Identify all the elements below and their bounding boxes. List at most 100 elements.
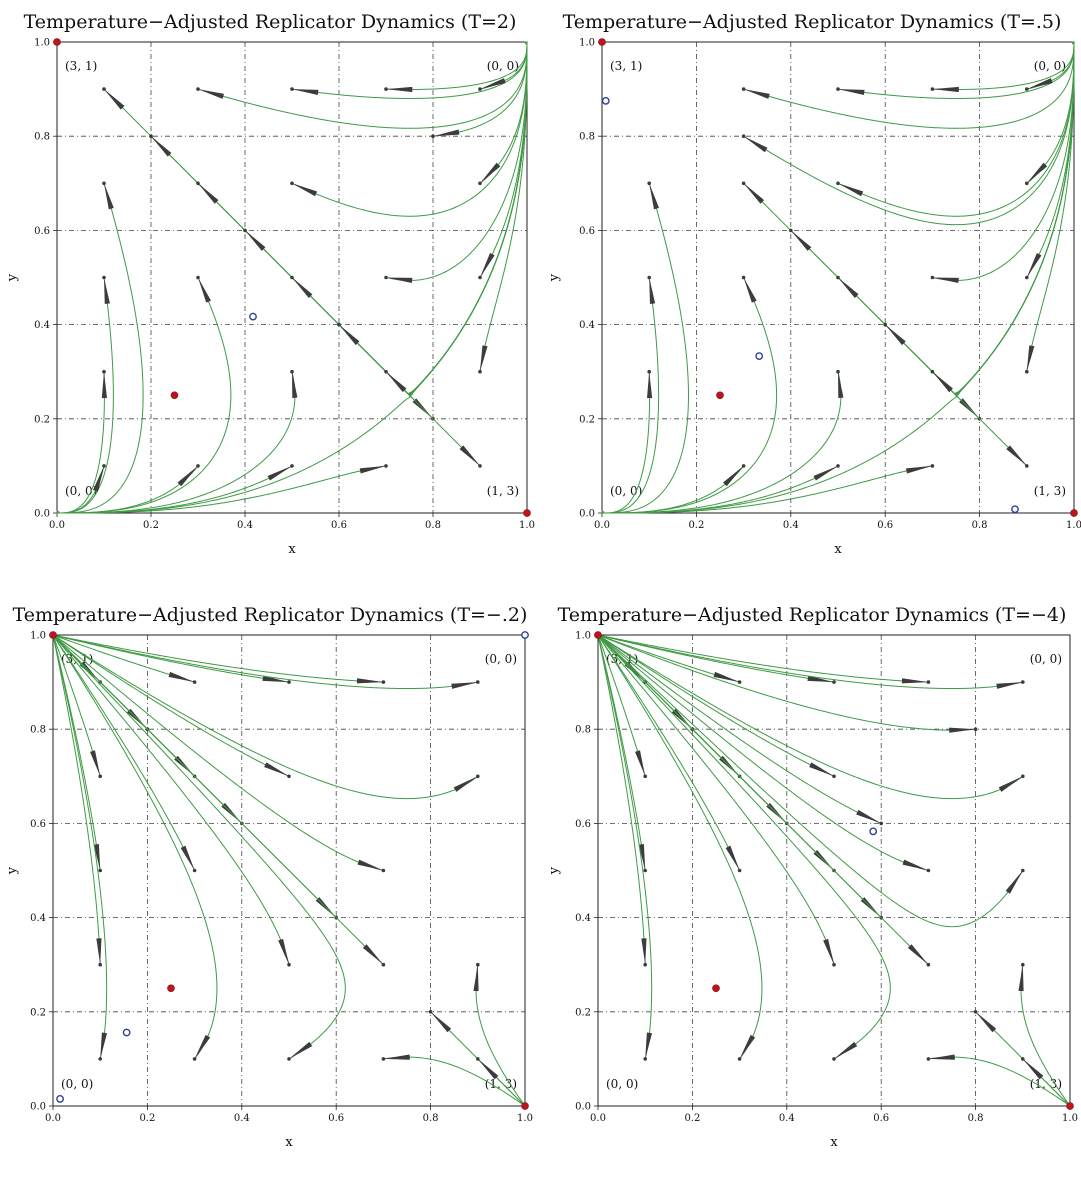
start-point	[737, 1057, 742, 1061]
start-point	[741, 87, 746, 91]
trajectory-line	[597, 634, 976, 731]
start-point	[381, 868, 386, 873]
start-point	[290, 181, 294, 186]
x-tick-label: 0.6	[873, 1113, 889, 1124]
start-point	[737, 680, 742, 684]
stable-equilibrium	[49, 631, 57, 639]
payoff-label-top-right: (0, 0)	[1030, 652, 1062, 666]
trajectory-line	[837, 41, 1075, 100]
trajectory-line	[743, 41, 1075, 397]
start-point	[476, 962, 480, 967]
flow-arrow	[838, 371, 844, 399]
flow-arrow	[641, 938, 647, 965]
start-point	[102, 275, 106, 280]
start-point	[243, 228, 247, 233]
trajectory-line	[56, 465, 387, 514]
x-tick-label: 1.0	[1062, 1113, 1078, 1124]
trajectory-line	[597, 634, 1023, 690]
x-tick-label: 1.0	[517, 1113, 533, 1124]
flow-arrow	[996, 682, 1023, 689]
flow-arrow	[101, 371, 107, 399]
flow-arrow	[104, 89, 125, 110]
start-point	[431, 134, 435, 138]
trajectory-line	[597, 634, 653, 1060]
start-point	[1021, 1057, 1025, 1061]
chart-title: Temperature−Adjusted Replicator Dynamics…	[24, 11, 517, 33]
trajectory-line	[52, 634, 218, 1060]
payoff-label-top-left: (3, 1)	[65, 59, 97, 73]
flow-arrow	[433, 129, 460, 137]
flow-arrow	[292, 183, 318, 197]
trajectory-line	[56, 465, 293, 514]
flow-arrow	[198, 277, 211, 303]
stable-equilibrium	[1066, 1102, 1074, 1110]
trajectory-line	[597, 634, 1024, 800]
unstable-equilibrium	[122, 1028, 131, 1037]
flow-arrow	[359, 465, 386, 474]
flow-arrow	[430, 1011, 452, 1033]
y-tick-label: 1.0	[34, 38, 50, 49]
start-point	[643, 1057, 647, 1061]
start-point	[737, 868, 742, 873]
x-tick-label: 0.2	[143, 520, 159, 531]
start-point	[647, 275, 651, 280]
start-point	[381, 680, 386, 684]
flow-arrow	[362, 944, 384, 965]
plot-frame	[56, 41, 528, 514]
flow-arrow	[473, 964, 479, 992]
stable-equilibrium	[598, 38, 606, 46]
flow-arrow	[739, 1034, 756, 1059]
flow-arrow	[928, 1054, 955, 1060]
unstable-equilibrium	[56, 1095, 64, 1103]
flow-arrow	[646, 371, 653, 399]
y-tick-label: 0.8	[575, 725, 591, 736]
start-point	[478, 181, 482, 186]
y-tick-label: 0.2	[34, 414, 50, 425]
y-tick-label: 0.0	[30, 1102, 46, 1113]
start-point	[149, 134, 153, 138]
flow-arrow	[356, 678, 384, 684]
start-point	[478, 87, 482, 91]
start-point	[930, 87, 935, 91]
flow-arrow	[1006, 445, 1027, 466]
start-point	[476, 1057, 480, 1061]
flow-arrow	[292, 371, 298, 399]
y-tick-label: 1.0	[30, 631, 46, 642]
flow-arrow	[809, 762, 834, 777]
start-point	[102, 87, 106, 91]
flow-arrow	[743, 183, 765, 204]
start-point	[290, 369, 294, 374]
flow-arrow	[1022, 1058, 1044, 1080]
trajectories	[601, 41, 1076, 514]
start-point	[428, 1010, 433, 1014]
trajectory-line	[291, 41, 528, 396]
start-point	[98, 868, 102, 873]
flow-arrow	[902, 859, 929, 871]
y-tick-label: 0.4	[30, 913, 46, 924]
x-axis-label: x	[830, 1135, 838, 1150]
start-point	[1025, 369, 1029, 374]
start-point	[196, 181, 200, 186]
start-point	[1025, 87, 1029, 91]
start-point	[287, 962, 291, 967]
flow-arrow	[198, 183, 219, 204]
x-tick-label: 0.4	[783, 520, 799, 531]
unstable-equilibrium	[521, 631, 529, 639]
flow-arrow	[790, 230, 812, 251]
x-axis-label: x	[834, 542, 842, 557]
flow-arrow	[885, 324, 906, 346]
flow-arrow	[838, 183, 864, 197]
flow-arrow	[480, 252, 495, 278]
x-tick-label: 0.8	[425, 520, 441, 531]
flow-arrow	[383, 1054, 410, 1060]
flow-arrow	[386, 371, 407, 393]
payoff-label-bottom-left: (0, 0)	[606, 1077, 638, 1091]
trajectory-line	[601, 465, 933, 514]
panel-3: Temperature−Adjusted Replicator Dynamics…	[0, 591, 540, 1182]
x-tick-label: 0.0	[594, 520, 610, 531]
trajectory-line	[291, 41, 528, 100]
y-tick-label: 0.2	[579, 414, 595, 425]
trajectory-line	[52, 634, 101, 965]
flow-arrow	[477, 1058, 499, 1080]
stable-equilibrium	[716, 391, 724, 400]
